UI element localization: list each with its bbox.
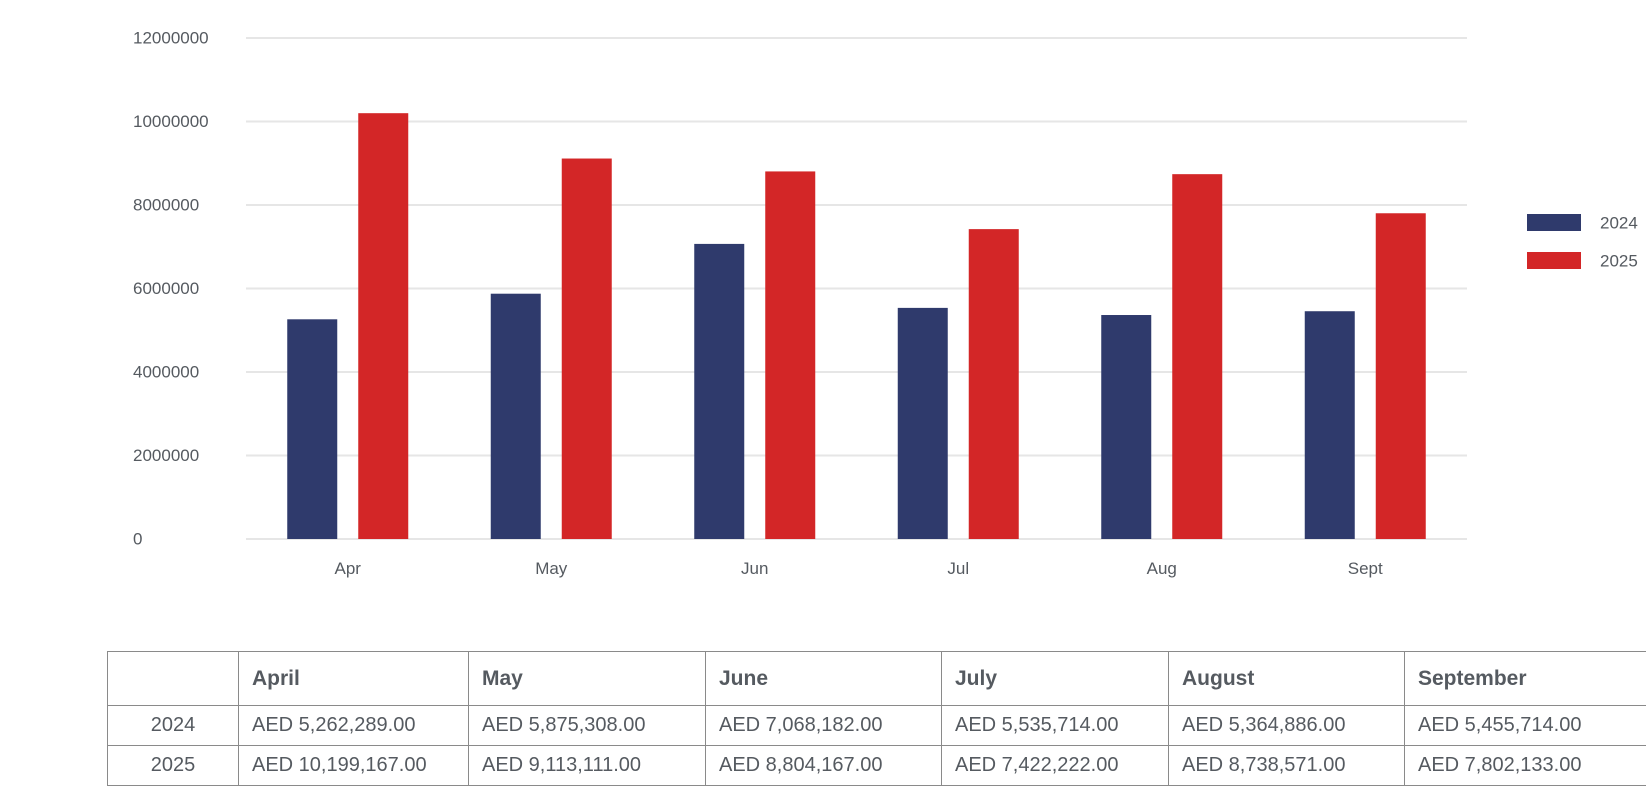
y-tick-label: 2000000 [133, 446, 199, 465]
table-row: 2024 AED 5,262,289.00 AED 5,875,308.00 A… [107, 705, 1646, 746]
y-tick-label: 12000000 [133, 29, 209, 48]
table-cell: AED 10,199,167.00 [238, 745, 469, 786]
table-row: 2025 AED 10,199,167.00 AED 9,113,111.00 … [107, 745, 1646, 786]
x-tick-label: Sept [1348, 559, 1383, 578]
legend-label-2025: 2025 [1600, 252, 1638, 271]
bar-2024-jul [897, 307, 948, 539]
row-label-2025: 2025 [107, 745, 239, 786]
table-cell: AED 5,262,289.00 [238, 705, 469, 746]
header-cell-empty [107, 651, 239, 706]
y-tick-label: 4000000 [133, 363, 199, 382]
table-cell: AED 7,422,222.00 [941, 745, 1169, 786]
table-cell: AED 7,068,182.00 [705, 705, 942, 746]
header-cell-june: June [705, 651, 942, 706]
bar-2025-aug [1172, 174, 1223, 539]
bar-2025-jun [765, 171, 816, 539]
legend-swatch-2024 [1527, 214, 1581, 231]
legend: 2024 2025 [1527, 214, 1638, 271]
table-cell: AED 5,364,886.00 [1168, 705, 1405, 746]
y-axis-tick-labels: 0 2000000 4000000 6000000 8000000 10000000 120… [133, 29, 209, 549]
bar-2024-jun [694, 243, 745, 540]
bar-2025-sept [1375, 213, 1426, 540]
table-cell: AED 5,875,308.00 [468, 705, 706, 746]
table-cell: AED 7,802,133.00 [1404, 745, 1646, 786]
data-table: April May June July August September 202… [107, 651, 1646, 786]
header-cell-august: August [1168, 651, 1405, 706]
bar-chart: 0 2000000 4000000 6000000 8000000 10000000 120… [133, 29, 1638, 579]
y-tick-label: 10000000 [133, 112, 209, 131]
x-tick-label: Aug [1147, 559, 1177, 578]
table-cell: AED 8,804,167.00 [705, 745, 942, 786]
header-cell-april: April [238, 651, 469, 706]
bar-2024-sept [1304, 311, 1355, 539]
header-cell-july: July [941, 651, 1169, 706]
row-label-2024: 2024 [107, 705, 239, 746]
header-cell-september: September [1404, 651, 1646, 706]
table-cell: AED 9,113,111.00 [468, 745, 706, 786]
y-tick-label: 0 [133, 530, 142, 549]
table-cell: AED 5,535,714.00 [941, 705, 1169, 746]
y-tick-label: 8000000 [133, 196, 199, 215]
bar-2025-may [561, 158, 612, 539]
bar-2024-apr [287, 319, 338, 539]
bar-2024-aug [1101, 315, 1152, 539]
bars [287, 113, 1426, 540]
bar-2024-may [490, 293, 541, 539]
x-tick-label: Apr [335, 559, 362, 578]
x-tick-label: Jun [741, 559, 768, 578]
y-tick-label: 6000000 [133, 279, 199, 298]
table-cell: AED 8,738,571.00 [1168, 745, 1405, 786]
bar-2025-apr [358, 113, 409, 539]
x-tick-label: May [535, 559, 568, 578]
legend-label-2024: 2024 [1600, 214, 1638, 233]
x-tick-label: Jul [947, 559, 969, 578]
gridlines [246, 37, 1467, 540]
table-cell: AED 5,455,714.00 [1404, 705, 1646, 746]
x-axis-tick-labels: Apr May Jun Jul Aug Sept [335, 559, 1383, 578]
table-header-row: April May June July August September [107, 651, 1646, 706]
legend-swatch-2025 [1527, 252, 1581, 269]
header-cell-may: May [468, 651, 706, 706]
bar-2025-jul [968, 229, 1019, 539]
